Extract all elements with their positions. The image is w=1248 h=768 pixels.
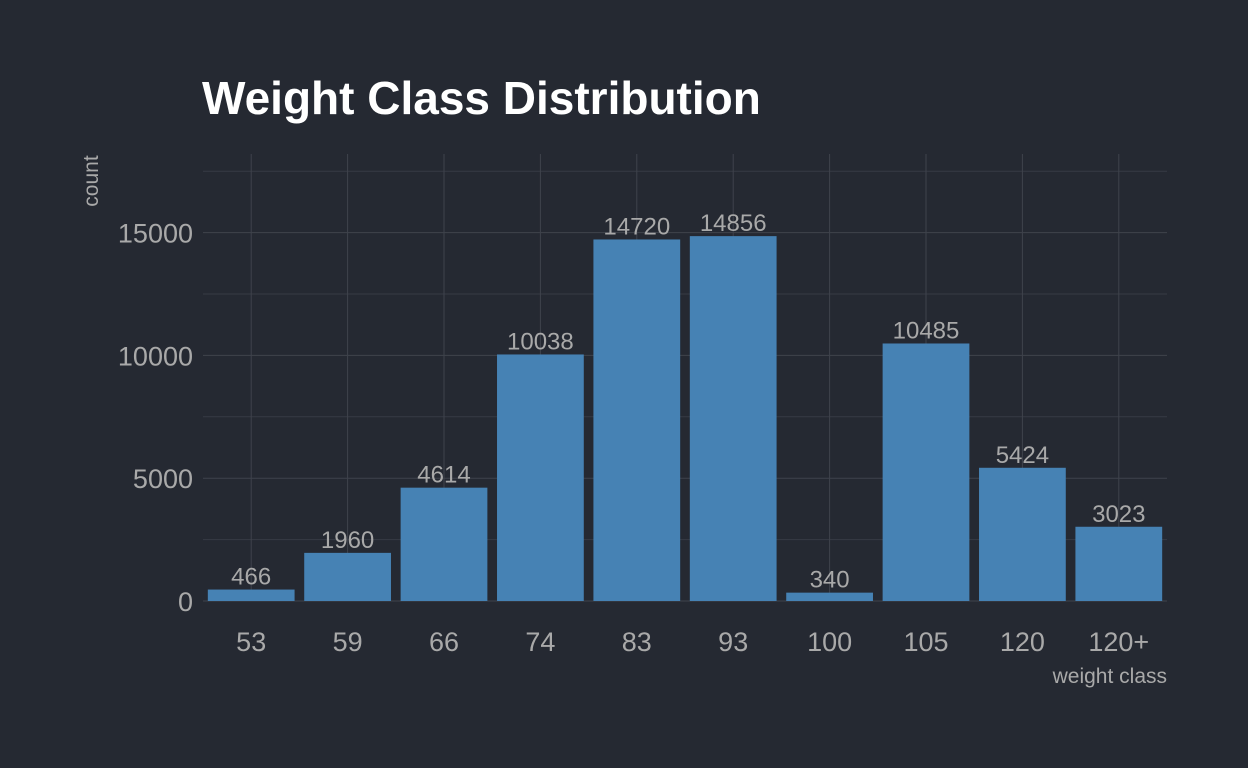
- y-tick-label-10000: 10000: [118, 341, 193, 371]
- x-tick-label-66: 66: [429, 627, 459, 657]
- data-label-100: 340: [810, 567, 850, 594]
- bar-120+: [1075, 526, 1163, 601]
- bars: [207, 236, 1163, 601]
- chart-title: Weight Class Distribution: [202, 72, 761, 124]
- x-tick-label-59: 59: [333, 627, 363, 657]
- data-label-66: 4614: [417, 462, 470, 489]
- data-label-120+: 3023: [1092, 501, 1145, 528]
- y-tick-label-15000: 15000: [118, 219, 193, 249]
- y-axis-title: count: [80, 155, 103, 207]
- data-label-59: 1960: [321, 527, 374, 554]
- x-tick-label-74: 74: [525, 627, 555, 657]
- bar-100: [786, 592, 873, 601]
- bar-93: [689, 236, 777, 601]
- x-tick-label-83: 83: [622, 627, 652, 657]
- data-label-53: 466: [231, 564, 271, 591]
- data-label-83: 14720: [603, 213, 670, 240]
- bar-59: [304, 552, 391, 601]
- x-axis-ticks: 53 59 66 74 83 93 100 105 120 120+: [236, 627, 1149, 657]
- bar-83: [593, 239, 681, 601]
- bar-120: [979, 467, 1066, 601]
- bar-53: [207, 589, 295, 601]
- x-tick-label-93: 93: [718, 627, 748, 657]
- data-label-105: 10485: [893, 317, 960, 344]
- bar-66: [400, 487, 488, 601]
- x-axis-title: weight class: [1052, 665, 1167, 688]
- x-tick-label-100: 100: [807, 627, 852, 657]
- y-axis-ticks: 0 5000 10000 15000: [118, 219, 193, 617]
- y-tick-label-0: 0: [178, 587, 193, 617]
- y-tick-label-5000: 5000: [133, 464, 193, 494]
- x-tick-label-120: 120: [1000, 627, 1045, 657]
- data-label-93: 14856: [700, 210, 767, 237]
- data-label-120: 5424: [996, 442, 1049, 469]
- data-labels: 466 1960 4614 10038 14720 14856 340 10485 5424 30…: [231, 210, 1145, 594]
- bar-105: [882, 343, 970, 601]
- x-tick-label-53: 53: [236, 627, 266, 657]
- x-tick-label-120+: 120+: [1088, 627, 1149, 657]
- bar-74: [497, 354, 584, 601]
- data-label-74: 10038: [507, 328, 574, 355]
- x-tick-label-105: 105: [903, 627, 948, 657]
